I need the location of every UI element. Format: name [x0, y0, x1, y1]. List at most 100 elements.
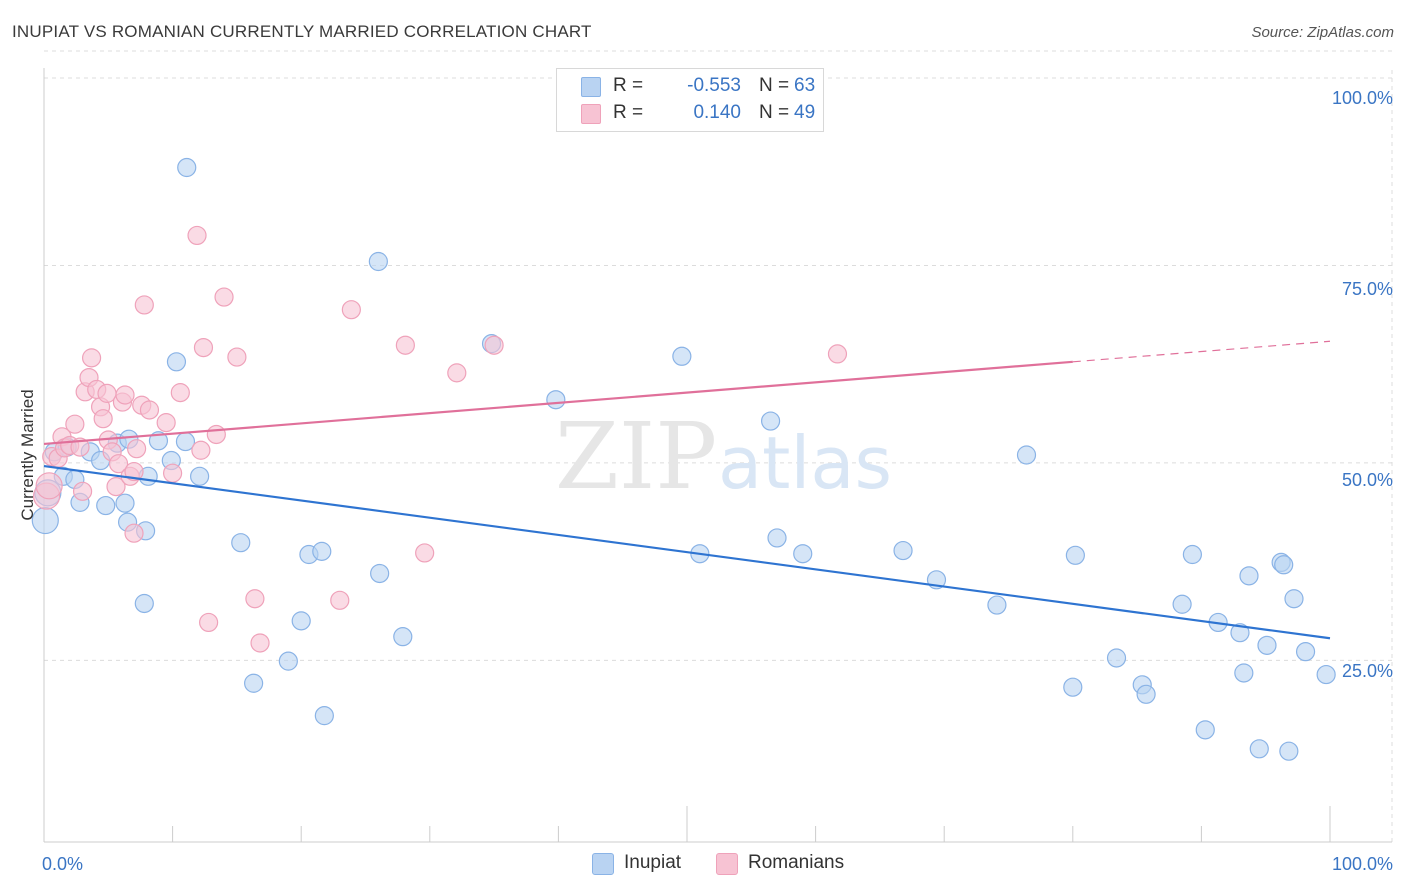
romanians-point — [170, 383, 190, 403]
inupiat-point — [177, 157, 197, 178]
inupiat-point — [314, 706, 334, 726]
source-label: Source: ZipAtlas.com — [1251, 24, 1394, 41]
romanians-point — [447, 363, 467, 383]
inupiat-point — [190, 466, 210, 486]
watermark-zip: ZIP — [555, 403, 717, 510]
inupiat-point — [1182, 544, 1202, 565]
romanians-point — [72, 481, 93, 501]
inupiat-point — [291, 611, 311, 631]
romanians-r-value: 0.140 — [693, 102, 741, 123]
trend-line-dashed-romanians — [1072, 340, 1331, 363]
inupiat-point — [148, 431, 169, 451]
romanians-point — [70, 437, 90, 457]
inupiat-point — [1065, 545, 1085, 565]
romanians-point — [156, 413, 176, 433]
trend-layer — [43, 340, 1331, 640]
y-tick-label: 25.0% — [1342, 661, 1393, 681]
romanians-point — [250, 633, 270, 653]
inupiat-point — [672, 346, 692, 366]
romanians-point — [139, 400, 160, 420]
inupiat-point — [1063, 677, 1083, 697]
romanians-legend-label: Romanians — [748, 852, 845, 873]
inupiat-point — [1195, 720, 1215, 740]
inupiat-point — [166, 352, 187, 372]
romanians-swatch-icon — [581, 104, 601, 124]
romanians-point — [93, 409, 113, 429]
inupiat-n-label: N = — [759, 75, 790, 96]
inupiat-point — [1249, 739, 1269, 759]
romanians-legend-icon — [716, 853, 738, 875]
inupiat-point — [1172, 594, 1192, 614]
romanians-point — [108, 454, 129, 474]
romanians-point — [214, 287, 234, 307]
x-tick-label: 100.0% — [1332, 854, 1393, 874]
inupiat-point — [1136, 684, 1156, 704]
inupiat-legend-label: Inupiat — [624, 852, 682, 873]
romanians-point — [206, 424, 226, 445]
romanians-point — [106, 476, 126, 497]
inupiat-point — [760, 411, 781, 431]
inupiat-r-value: -0.553 — [687, 75, 741, 96]
romanians-point — [341, 300, 361, 320]
trend-line-inupiat — [43, 464, 1331, 640]
y-tick-label: 50.0% — [1342, 470, 1393, 490]
watermark-atlas: atlas — [718, 421, 892, 505]
inupiat-point — [893, 540, 913, 561]
romanians-point — [191, 440, 211, 460]
y-tick-label: 100.0% — [1332, 88, 1393, 108]
romanians-point — [395, 335, 415, 355]
romanians-point — [163, 463, 183, 483]
inupiat-point — [767, 528, 787, 548]
inupiat-point — [1316, 664, 1336, 685]
inupiat-point — [1016, 445, 1037, 465]
romanians-point — [124, 461, 144, 482]
romanians-point — [193, 337, 214, 358]
romanians-point — [415, 543, 435, 563]
romanians-point — [126, 439, 147, 459]
inupiat-point — [115, 493, 135, 513]
inupiat-point — [96, 495, 116, 516]
inupiat-n-value: 63 — [794, 75, 816, 96]
inupiat-point — [1295, 642, 1316, 662]
inupiat-point — [1274, 555, 1294, 575]
inupiat-point — [793, 544, 813, 564]
y-tick-label: 75.0% — [1342, 279, 1393, 299]
romanians-point — [35, 472, 63, 500]
inupiat-point — [370, 563, 390, 584]
label-layer: 25.0% 50.0% 75.0% 100.0% 0.0% 100.0% Currently… — [18, 88, 1393, 874]
inupiat-point — [546, 390, 566, 410]
romanians-point — [245, 589, 265, 609]
points-layer — [31, 157, 1336, 761]
romanians-n-label: N = — [759, 102, 790, 123]
romanians-point — [827, 344, 848, 364]
romanians-point — [124, 523, 144, 543]
inupiat-legend-icon — [592, 853, 614, 875]
romanians-point — [227, 347, 247, 367]
romanians-point — [484, 335, 504, 355]
inupiat-point — [312, 541, 332, 561]
inupiat-point — [1284, 589, 1304, 609]
romanians-point — [115, 385, 135, 405]
inupiat-r-label: R = — [613, 75, 644, 96]
inupiat-point — [393, 627, 413, 647]
inupiat-point — [231, 533, 251, 553]
inupiat-swatch-icon — [581, 77, 601, 97]
inupiat-point — [1234, 663, 1254, 683]
inupiat-point — [1106, 648, 1127, 668]
romanians-point — [187, 225, 207, 246]
romanians-point — [199, 612, 219, 633]
x-tick-label: 0.0% — [42, 854, 83, 874]
stats-legend: R = -0.553 N = 63 R = 0.140 N = 49 — [556, 68, 824, 132]
y-axis-label: Currently Married — [18, 389, 37, 520]
inupiat-point — [134, 593, 154, 614]
trend-line-romanians — [43, 360, 1073, 446]
romanians-point — [65, 414, 85, 434]
inupiat-point — [1230, 623, 1250, 643]
inupiat-point — [368, 251, 388, 272]
inupiat-point — [1279, 741, 1299, 761]
inupiat-point — [1257, 635, 1277, 655]
grid-layer — [44, 50, 1393, 842]
romanians-r-label: R = — [613, 102, 644, 123]
romanians-point — [134, 295, 154, 315]
